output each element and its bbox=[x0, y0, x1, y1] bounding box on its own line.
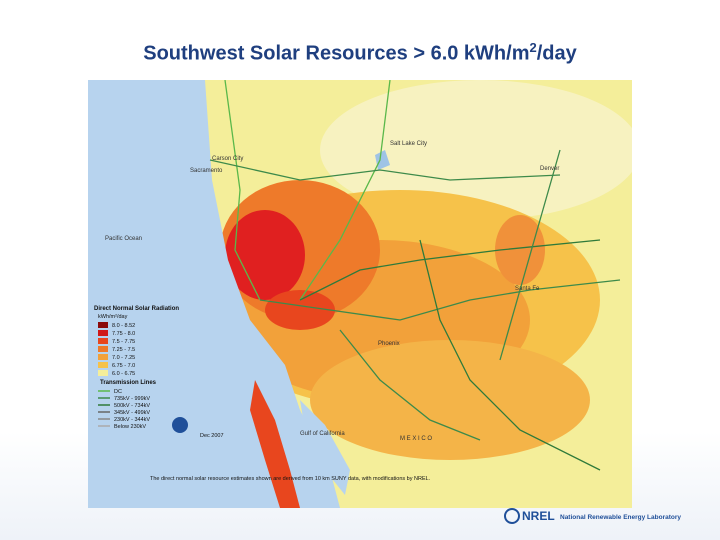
legend-label: 6.0 - 6.75 bbox=[112, 371, 135, 377]
legend-box bbox=[92, 300, 242, 460]
legend-label: DC bbox=[114, 389, 122, 395]
legend-label: 735kV - 999kV bbox=[114, 396, 150, 402]
legend-label: 8.0 - 8.52 bbox=[112, 323, 135, 329]
place-label: M E X I C O bbox=[400, 436, 432, 442]
legend-unit: kWh/m²/day bbox=[98, 314, 128, 320]
legend-label: Below 230kV bbox=[114, 424, 146, 430]
land-pale bbox=[320, 80, 632, 220]
legend-label: 7.25 - 7.5 bbox=[112, 347, 135, 353]
legend-swatch bbox=[98, 338, 108, 344]
org-name: National Renewable Energy Laboratory bbox=[560, 514, 681, 521]
map-note: The direct normal solar resource estimat… bbox=[150, 476, 431, 482]
title-text: Southwest Solar Resources > 6.0 kWh/m bbox=[143, 42, 530, 65]
legend-label: 500kV - 734kV bbox=[114, 403, 150, 409]
nrel-mini-logo bbox=[172, 417, 188, 433]
legend-label: 7.5 - 7.75 bbox=[112, 339, 135, 345]
place-label: Phoenix bbox=[378, 341, 400, 347]
place-label: Santa Fe bbox=[515, 286, 540, 292]
place-label: Carson City bbox=[212, 156, 243, 162]
slide-title: Southwest Solar Resources > 6.0 kWh/m2/d… bbox=[0, 40, 720, 66]
legend-label: 345kV - 499kV bbox=[114, 410, 150, 416]
legend-title: Transmission Lines bbox=[100, 380, 157, 386]
place-label: Pacific Ocean bbox=[105, 236, 142, 242]
place-label: Gulf of California bbox=[300, 431, 345, 437]
zone-red bbox=[225, 210, 305, 300]
zone-red bbox=[265, 290, 335, 330]
legend-swatch bbox=[98, 322, 108, 328]
place-label: Denver bbox=[540, 166, 559, 172]
legend-label: 230kV - 344kV bbox=[114, 417, 150, 423]
map: Carson City Sacramento Salt Lake City De… bbox=[88, 80, 632, 508]
zone-orange bbox=[310, 340, 590, 460]
lake bbox=[375, 150, 390, 170]
legend-title: Direct Normal Solar Radiation bbox=[94, 306, 179, 312]
legend-label: 6.75 - 7.0 bbox=[112, 363, 135, 369]
place-label: Sacramento bbox=[190, 168, 223, 174]
baja bbox=[250, 380, 300, 508]
transmission-lines bbox=[209, 80, 621, 471]
legend-label: 7.75 - 8.0 bbox=[112, 331, 135, 337]
zone-orange bbox=[495, 215, 545, 285]
logo-text: NREL bbox=[522, 509, 555, 523]
legend-swatch bbox=[98, 370, 108, 376]
title-sup: 2 bbox=[529, 40, 537, 55]
title-text: /day bbox=[536, 42, 577, 65]
legend-swatch bbox=[98, 362, 108, 368]
gulf bbox=[300, 400, 350, 495]
place-label: Salt Lake City bbox=[390, 141, 427, 147]
legend-swatch bbox=[98, 346, 108, 352]
legend-label: 7.0 - 7.25 bbox=[112, 355, 135, 361]
map-date: Dec 2007 bbox=[200, 433, 224, 439]
legend-radiation: 8.0 - 8.52 7.75 - 8.0 7.5 - 7.75 7.25 - 7.5… bbox=[98, 322, 135, 377]
legend-swatch bbox=[98, 330, 108, 336]
legend-swatch bbox=[98, 354, 108, 360]
footer-logo: NREL National Renewable Energy Laborator… bbox=[504, 508, 681, 524]
